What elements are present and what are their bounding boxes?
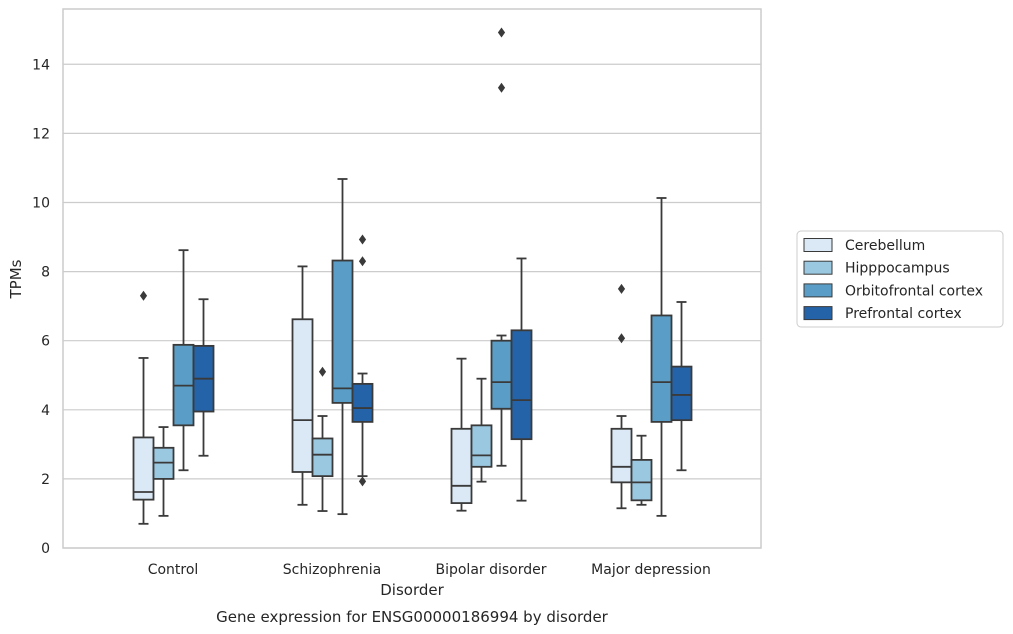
iqr-box xyxy=(331,259,354,404)
outlier-point xyxy=(139,290,148,301)
iqr-box xyxy=(630,458,653,502)
y-tick-label: 2 xyxy=(41,472,50,488)
legend-swatch xyxy=(803,306,833,321)
iqr-box xyxy=(650,314,673,423)
iqr-box xyxy=(510,329,533,441)
outlier-point xyxy=(497,82,506,93)
iqr-box xyxy=(490,339,513,410)
outlier-point xyxy=(358,234,367,245)
legend-swatch xyxy=(803,238,833,252)
outlier-point xyxy=(318,366,327,377)
x-tick-labels: Control Schizophrenia Bipolar disorder Majo… xyxy=(148,562,711,578)
legend: Cerebellum Hipppocampus Orbitofrontal cort… xyxy=(796,230,1004,328)
legend-label: Cerebellum xyxy=(845,238,925,254)
box-cerebellum xyxy=(291,265,314,506)
box-prefrontal-cortex xyxy=(510,257,533,502)
x-axis-label: Disorder xyxy=(380,581,444,599)
iqr-box xyxy=(132,436,155,501)
box-prefrontal-cortex xyxy=(670,301,693,472)
box-prefrontal-cortex xyxy=(351,234,374,487)
legend-frame xyxy=(796,230,1004,328)
box-cerebellum xyxy=(450,357,473,512)
iqr-box xyxy=(450,427,473,504)
legend-swatch xyxy=(803,260,833,275)
y-axis-label: TPMs xyxy=(7,259,25,299)
y-tick-label: 12 xyxy=(32,126,50,142)
outlier-point xyxy=(617,283,626,294)
iqr-box xyxy=(610,427,633,484)
y-tick-label: 0 xyxy=(41,541,50,557)
iqr-box xyxy=(470,424,493,468)
x-tick-label: Bipolar disorder xyxy=(435,562,546,578)
box-hipppocampus xyxy=(311,366,334,512)
box-orbitofrontal-cortex xyxy=(490,27,513,467)
box-hipppocampus xyxy=(630,434,653,506)
legend-label: Prefrontal cortex xyxy=(845,306,962,322)
x-tick-label: Schizophrenia xyxy=(283,562,381,578)
outlier-point xyxy=(497,27,506,38)
iqr-box xyxy=(351,382,374,423)
outlier-point xyxy=(358,476,367,487)
iqr-box xyxy=(291,318,314,473)
outlier-point xyxy=(617,333,626,344)
y-tick-label: 4 xyxy=(41,403,50,419)
box-orbitofrontal-cortex xyxy=(172,249,195,472)
box-cerebellum xyxy=(132,290,155,525)
y-tick-label: 10 xyxy=(32,195,50,211)
box-groups xyxy=(132,27,693,525)
box-orbitofrontal-cortex xyxy=(331,178,354,516)
outlier-point xyxy=(358,256,367,267)
y-tick-label: 6 xyxy=(41,334,50,350)
y-tick-labels: 0 2 4 6 8 10 12 14 xyxy=(32,57,50,557)
iqr-box xyxy=(670,365,693,422)
legend-swatch xyxy=(803,283,833,298)
box-cerebellum xyxy=(610,283,633,510)
iqr-box xyxy=(311,437,334,478)
legend-label: Hipppocampus xyxy=(845,261,950,277)
y-tick-label: 8 xyxy=(41,265,50,281)
x-tick-label: Major depression xyxy=(591,562,711,578)
legend-label: Orbitofrontal cortex xyxy=(845,283,983,299)
box-hipppocampus xyxy=(470,377,493,483)
box-hipppocampus xyxy=(152,426,175,517)
x-tick-label: Control xyxy=(148,562,199,578)
box-prefrontal-cortex xyxy=(192,298,215,457)
box-orbitofrontal-cortex xyxy=(650,197,673,517)
plot-frame xyxy=(62,8,762,549)
figure-caption: Gene expression for ENSG00000186994 by d… xyxy=(216,608,609,626)
y-tick-label: 14 xyxy=(32,57,50,73)
